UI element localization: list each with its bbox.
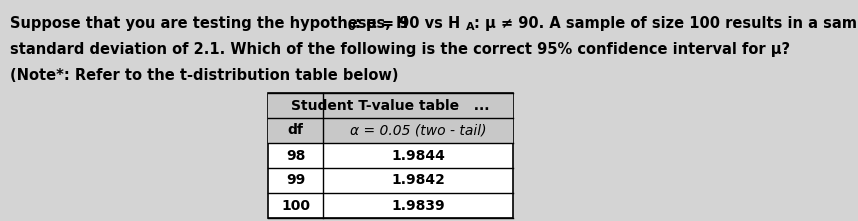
Text: 1.9844: 1.9844 [391,149,445,162]
Text: Student T-value table   ...: Student T-value table ... [291,99,490,112]
Text: df: df [287,124,304,137]
Text: 100: 100 [281,198,310,213]
Text: 99: 99 [286,173,305,187]
Text: α = 0.05 (two - tail): α = 0.05 (two - tail) [350,124,486,137]
Bar [268,93,513,218]
Text: 1.9839: 1.9839 [391,198,444,213]
Text: 1.9842: 1.9842 [391,173,445,187]
Text: A: A [466,22,474,32]
Text: standard deviation of 2.1. Which of the following is the correct 95% confidence : standard deviation of 2.1. Which of the … [10,42,790,57]
Text: : μ = 90 vs H: : μ = 90 vs H [355,16,460,31]
Text: : μ ≠ 90. A sample of size 100 results in a sample mean of 80 and a: : μ ≠ 90. A sample of size 100 results i… [474,16,858,31]
Text: 0: 0 [348,22,355,32]
Text: Suppose that you are testing the hypotheses, H: Suppose that you are testing the hypothe… [10,16,408,31]
Text: 98: 98 [286,149,305,162]
Bar [268,93,513,118]
Bar [268,118,513,143]
Text: (Note*: Refer to the t-distribution table below): (Note*: Refer to the t-distribution tabl… [10,68,398,83]
